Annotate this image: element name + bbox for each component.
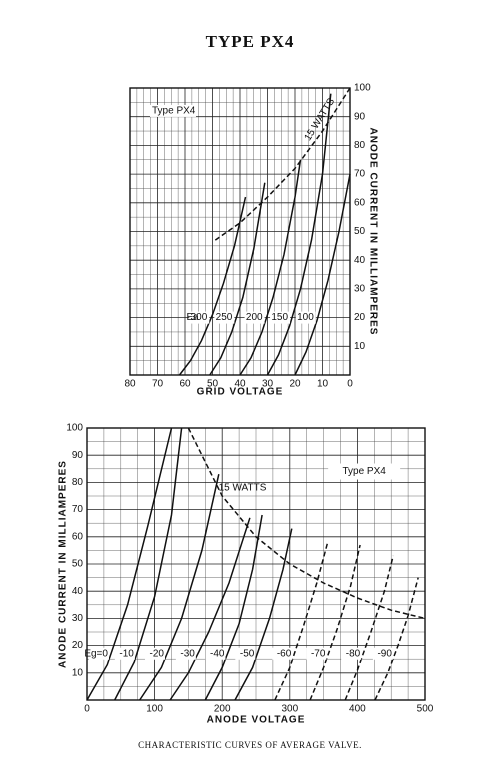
series-label: -30 bbox=[180, 648, 195, 659]
series-label-bg bbox=[205, 647, 226, 660]
annotation-bg bbox=[150, 104, 196, 117]
series-label: -40 bbox=[210, 648, 225, 659]
x-tick-label: 50 bbox=[207, 379, 219, 390]
y-tick-label: 80 bbox=[72, 477, 84, 488]
y-tick-label: 80 bbox=[354, 140, 366, 151]
curve bbox=[114, 427, 183, 701]
curve bbox=[294, 173, 351, 376]
page-title: TYPE PX4 bbox=[206, 32, 295, 51]
y-tick-label: 30 bbox=[354, 284, 366, 295]
series-label-bg bbox=[114, 647, 135, 660]
caption: CHARACTERISTIC CURVES OF AVERAGE VALVE. bbox=[138, 740, 362, 750]
y-tick-label: 100 bbox=[354, 83, 371, 94]
series-label-bg bbox=[189, 311, 210, 324]
curve bbox=[204, 514, 263, 701]
series-label: 300 bbox=[191, 312, 208, 323]
series-label: -80 bbox=[346, 648, 361, 659]
y-tick-label: 20 bbox=[72, 640, 84, 651]
series-label: -20 bbox=[150, 648, 165, 659]
series-label-bg bbox=[295, 311, 316, 324]
y-tick-label: 40 bbox=[354, 255, 366, 266]
series-label-bg bbox=[144, 647, 165, 660]
series-label-bg bbox=[235, 647, 256, 660]
annotation: Type PX4 bbox=[152, 106, 196, 117]
series-label-bg bbox=[306, 647, 327, 660]
series-label: -10 bbox=[119, 648, 134, 659]
x-tick-label: 70 bbox=[152, 379, 164, 390]
curve bbox=[214, 87, 351, 241]
series-label: 150 bbox=[271, 312, 288, 323]
y-tick-label: 20 bbox=[354, 312, 366, 323]
x-tick-label: 20 bbox=[289, 379, 301, 390]
x-tick-label: 60 bbox=[179, 379, 191, 390]
y-tick-label: 60 bbox=[72, 531, 84, 542]
curve bbox=[234, 528, 293, 701]
curve bbox=[309, 544, 361, 701]
series-label-bg bbox=[341, 647, 362, 660]
annotation: 15 WATTS bbox=[303, 96, 338, 143]
series-label: -90 bbox=[377, 648, 392, 659]
series-label: -70 bbox=[311, 648, 326, 659]
y-tick-label: 90 bbox=[72, 450, 84, 461]
x-tick-label: 10 bbox=[317, 379, 329, 390]
plot-frame bbox=[86, 427, 426, 701]
x-tick-label: 500 bbox=[417, 704, 434, 715]
x-tick-label: 30 bbox=[262, 379, 274, 390]
chart: 80 70 60 50 40 30 20 10 0102030405060708090100GR… bbox=[124, 83, 378, 398]
series-label-bg bbox=[372, 647, 393, 660]
x-tick-label: 100 bbox=[146, 704, 163, 715]
x-tick-label: 80 bbox=[124, 379, 136, 390]
curve bbox=[274, 542, 329, 701]
y-tick-label: 50 bbox=[72, 559, 84, 570]
series-label: 250 bbox=[216, 312, 233, 323]
y-axis-label: ANODE CURRENT IN MILLIAMPERES bbox=[367, 128, 378, 336]
x-tick-label: 0 bbox=[347, 379, 353, 390]
x-tick-label: 40 bbox=[234, 379, 246, 390]
y-tick-label: 70 bbox=[72, 504, 84, 515]
curve bbox=[344, 555, 394, 701]
y-axis-label: ANODE CURRENT IN MILLIAMPERES bbox=[58, 460, 69, 668]
curve bbox=[178, 196, 247, 376]
x-tick-label: 200 bbox=[214, 704, 231, 715]
curve bbox=[374, 577, 419, 701]
y-tick-label: 10 bbox=[354, 341, 366, 352]
series-label-bg bbox=[175, 647, 196, 660]
curve bbox=[86, 427, 173, 701]
curve bbox=[169, 517, 251, 701]
chart: 0 100 200 300 400 500 10 20 30 40 50 60 70 80 90 100 ANO… bbox=[58, 423, 434, 726]
series-label: -50 bbox=[240, 648, 255, 659]
series-label: Eg=0 bbox=[84, 648, 108, 659]
annotation: 15 WATTS bbox=[219, 482, 267, 493]
series-label: 200 bbox=[246, 312, 263, 323]
x-tick-label: 300 bbox=[281, 704, 298, 715]
series-label: -60 bbox=[277, 648, 292, 659]
series-label-bg bbox=[272, 647, 293, 660]
annotation: Ea bbox=[187, 312, 200, 323]
series-label-bg bbox=[244, 311, 265, 324]
y-tick-label: 70 bbox=[354, 169, 366, 180]
y-tick-label: 100 bbox=[66, 423, 83, 434]
x-axis-label: ANODE VOLTAGE bbox=[207, 715, 306, 726]
x-tick-label: 0 bbox=[84, 704, 90, 715]
y-tick-label: 60 bbox=[354, 197, 366, 208]
y-tick-label: 10 bbox=[72, 667, 84, 678]
y-tick-label: 50 bbox=[354, 226, 366, 237]
y-tick-label: 90 bbox=[354, 111, 366, 122]
x-tick-label: 400 bbox=[349, 704, 366, 715]
curve bbox=[239, 159, 302, 376]
y-tick-label: 40 bbox=[72, 586, 84, 597]
series-label-bg bbox=[214, 311, 235, 324]
annotation-bg bbox=[328, 463, 401, 480]
curve bbox=[209, 182, 266, 376]
curve bbox=[266, 93, 332, 376]
series-label: 100 bbox=[297, 312, 314, 323]
x-axis-label: GRID VOLTAGE bbox=[197, 387, 284, 398]
series-label-bg bbox=[88, 647, 109, 660]
curve bbox=[139, 474, 220, 701]
y-tick-label: 30 bbox=[72, 613, 84, 624]
curve bbox=[187, 427, 426, 620]
annotation: Type PX4 bbox=[342, 466, 386, 477]
series-label-bg bbox=[270, 311, 291, 324]
